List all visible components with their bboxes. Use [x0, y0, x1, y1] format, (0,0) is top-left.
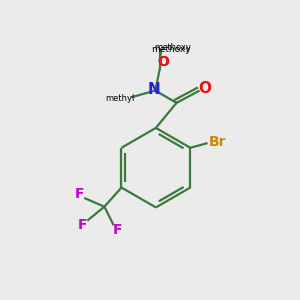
Text: Br: Br [209, 135, 226, 149]
Text: N: N [148, 82, 161, 97]
Text: methyl: methyl [105, 94, 135, 103]
Text: F: F [78, 218, 88, 232]
Text: methoxy: methoxy [154, 43, 191, 52]
Text: O: O [157, 55, 169, 69]
Text: O: O [199, 81, 212, 96]
Text: methoxy: methoxy [151, 45, 191, 54]
Text: F: F [75, 187, 85, 201]
Text: O: O [157, 55, 169, 69]
Text: F: F [113, 223, 122, 237]
